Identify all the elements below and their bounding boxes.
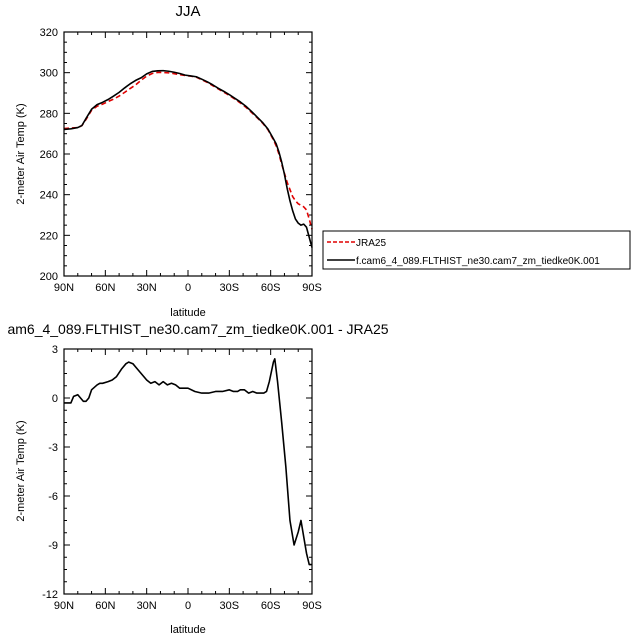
bottom-xlabel: latitude (170, 624, 205, 636)
bottom-ytick-label: 0 (52, 393, 58, 405)
bottom-ytick-label: -12 (42, 589, 58, 601)
bottom-xtick-label: 60N (95, 600, 115, 612)
top-title: JJA (175, 3, 200, 20)
top-xtick-label: 30N (137, 282, 157, 294)
top-xtick-label: 30S (220, 282, 240, 294)
bottom-ticks-layer: 90N 60N 30N 0 30S 60S 90S 3 0 -3 -6 -9 -12 (42, 344, 322, 612)
bottom-plot-frame (63, 348, 313, 595)
bottom-series-layer (64, 358, 312, 566)
top-series-layer (63, 69, 313, 248)
bottom-xtick-label: 90S (302, 600, 322, 612)
top-xtick-label: 0 (185, 282, 191, 294)
top-xtick-label: 90N (54, 282, 74, 294)
top-ytick-label: 260 (40, 149, 58, 161)
top-ticks-layer: 90N 60N 30N 0 30S 60S 90S 200 220 240 260 280 300 320 (40, 27, 322, 294)
top-ytick-label: 220 (40, 230, 58, 242)
bottom-xtick-label: 30N (137, 600, 157, 612)
top-ylabel: 2-meter Air Temp (K) (15, 103, 27, 204)
legend-label-model: f.cam6_4_089.FLTHIST_ne30.cam7_zm_tiedke… (356, 256, 600, 267)
bottom-panel: am6_4_089.FLTHIST_ne30.cam7_zm_tiedke0K.… (7, 321, 388, 636)
bottom-ylabel: 2-meter Air Temp (K) (15, 420, 27, 521)
top-ytick-label: 300 (40, 68, 58, 80)
top-plot-frame (63, 31, 313, 277)
top-ytick-label: 240 (40, 190, 58, 202)
top-ytick-label: 200 (40, 271, 58, 283)
top-ytick-label: 280 (40, 108, 58, 120)
bottom-xtick-label: 30S (220, 600, 240, 612)
legend-label-jra25: JRA25 (356, 238, 386, 249)
bottom-series-line-model (64, 358, 312, 566)
top-series-line-jra25 (63, 71, 313, 230)
bottom-xtick-label: 60S (261, 600, 281, 612)
bottom-ytick-label: 3 (52, 344, 58, 356)
top-xtick-label: 90S (302, 282, 322, 294)
bottom-ytick-label: -3 (48, 442, 58, 454)
legend-box (322, 230, 631, 270)
bottom-xtick-label: 0 (185, 600, 191, 612)
top-ytick-label: 320 (40, 27, 58, 39)
bottom-ytick-label: -6 (48, 491, 58, 503)
top-panel: JJA 2-meter Air Temp (K) latitude 90N 60N… (15, 3, 322, 319)
top-xlabel: latitude (170, 307, 205, 319)
top-xtick-label: 60S (261, 282, 281, 294)
top-series-line-model (63, 69, 313, 248)
bottom-title: am6_4_089.FLTHIST_ne30.cam7_zm_tiedke0K.… (7, 321, 388, 337)
bottom-xtick-label: 90N (54, 600, 74, 612)
top-xtick-label: 60N (95, 282, 115, 294)
bottom-ytick-label: -9 (48, 540, 58, 552)
legend: JRA25 f.cam6_4_089.FLTHIST_ne30.cam7_zm_… (322, 230, 631, 270)
